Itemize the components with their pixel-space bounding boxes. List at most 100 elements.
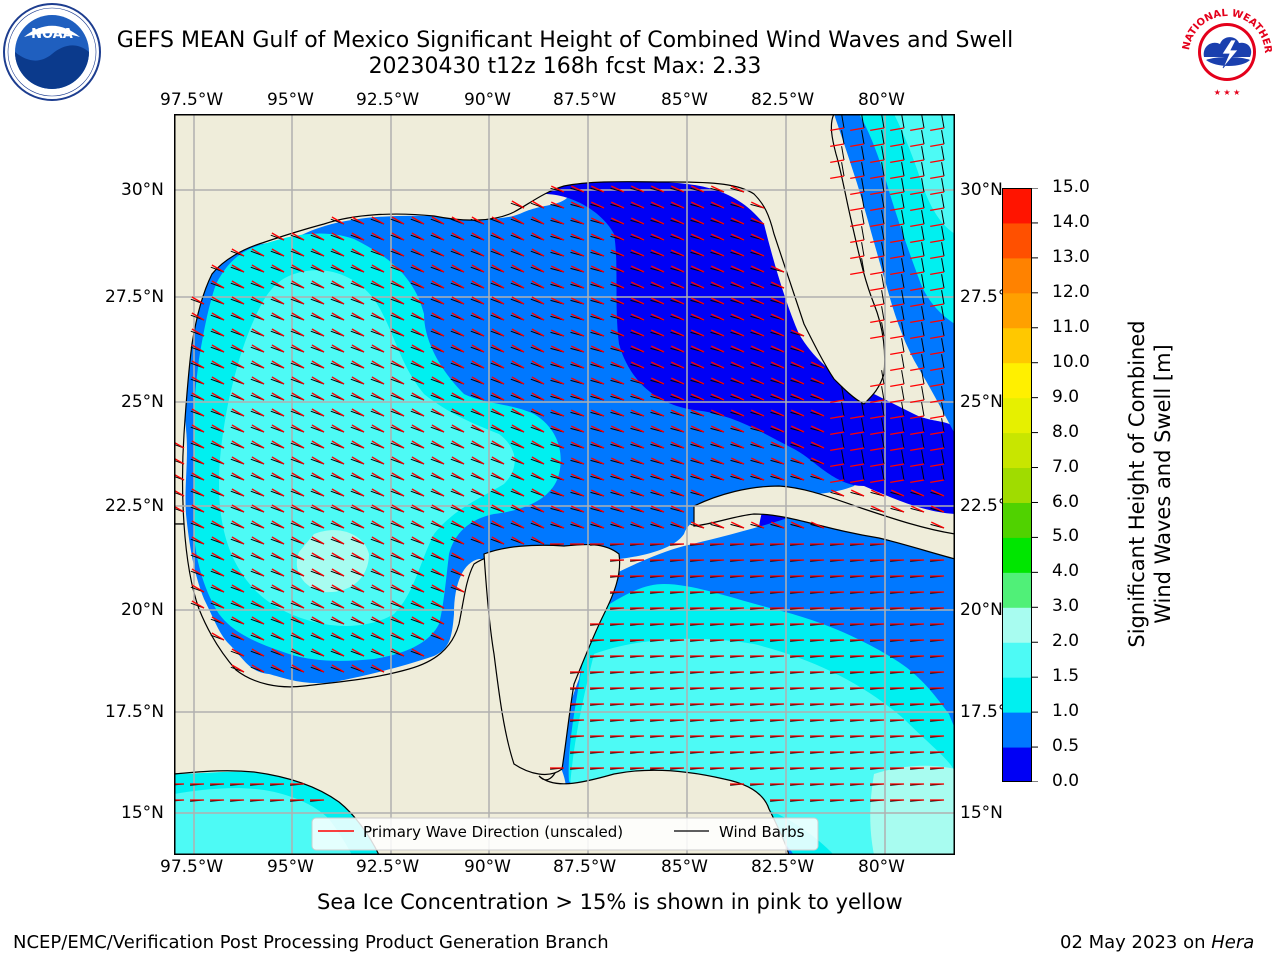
wave-direction-arrow [651, 297, 665, 305]
wave-direction-arrow [651, 329, 665, 337]
wind-barb [861, 450, 865, 465]
wave-direction-arrow [910, 351, 925, 356]
wave-direction-arrow [870, 191, 885, 196]
wave-direction-arrow [291, 440, 305, 449]
wave-direction-arrow [551, 329, 565, 337]
wave-direction-arrow [751, 393, 765, 401]
wave-direction-arrow [591, 409, 605, 417]
wind-barb [861, 130, 865, 145]
wave-direction-arrow [471, 216, 485, 225]
wave-direction-arrow [371, 424, 385, 433]
wave-direction-arrow [231, 552, 245, 561]
wave-direction-arrow [351, 392, 365, 401]
colorbar-label-line1: Significant Height of Combined [1125, 320, 1149, 648]
wave-direction-arrow [491, 344, 505, 353]
wave-direction-arrow [611, 345, 625, 353]
wind-barb [941, 290, 945, 305]
wave-direction-arrow [850, 127, 865, 132]
wave-direction-arrow [731, 473, 745, 481]
wave-direction-arrow [611, 457, 625, 465]
wind-barb [921, 290, 925, 305]
wave-direction-arrow [251, 328, 265, 337]
wave-direction-arrow [391, 568, 405, 577]
wave-direction-arrow [371, 552, 385, 561]
wave-direction-arrow [174, 489, 185, 497]
wave-direction-arrow [371, 456, 385, 465]
wave-direction-arrow [910, 335, 925, 340]
wave-direction-arrow [930, 447, 945, 452]
wave-direction-arrow [431, 616, 445, 625]
wind-barb [941, 130, 945, 145]
lon-label-bottom: 85°W [661, 857, 708, 877]
wave-direction-arrow [631, 185, 645, 193]
wave-direction-arrow [211, 584, 225, 593]
wave-direction-arrow [211, 440, 225, 449]
wave-direction-arrow [830, 399, 845, 404]
wind-barb [901, 466, 905, 481]
wave-direction-arrow [511, 248, 525, 257]
wave-direction-arrow [571, 457, 585, 465]
wave-direction-arrow [231, 472, 245, 481]
wave-direction-arrow [910, 271, 925, 276]
wave-direction-arrow [651, 473, 665, 481]
wave-direction-arrow [930, 367, 945, 372]
wave-direction-arrow [691, 457, 705, 465]
cuba-land [693, 485, 955, 560]
wave-direction-arrow [511, 536, 525, 545]
wave-direction-arrow [191, 328, 205, 337]
wave-direction-arrow [651, 361, 665, 369]
wave-direction-arrow [291, 424, 305, 433]
lon-label-top: 82.5°W [751, 90, 815, 110]
wind-barb [861, 242, 865, 257]
wave-direction-arrow [251, 584, 265, 593]
wave-direction-arrow [391, 456, 405, 465]
wave-direction-arrow [671, 505, 685, 513]
wave-direction-arrow [830, 175, 845, 180]
wave-direction-arrow [591, 201, 605, 209]
wave-direction-arrow [511, 472, 525, 481]
wave-direction-arrow [611, 329, 625, 337]
wave-direction-arrow [331, 632, 345, 641]
wave-direction-arrow [711, 457, 725, 465]
wave-direction-arrow [191, 312, 205, 321]
wave-direction-arrow [391, 488, 405, 497]
wave-direction-arrow [611, 489, 625, 497]
wind-barb [921, 370, 925, 385]
wave-direction-arrow [371, 312, 385, 321]
wave-direction-arrow [211, 488, 225, 497]
sea-ice-caption: Sea Ice Concentration > 15% is shown in … [317, 890, 903, 914]
wave-direction-arrow [651, 377, 665, 385]
wave-direction-arrow [191, 360, 205, 369]
wave-direction-arrow [431, 488, 445, 497]
wind-barb [941, 338, 945, 353]
wave-direction-arrow [631, 441, 645, 449]
wave-direction-arrow [870, 335, 885, 340]
wave-direction-arrow [371, 408, 385, 417]
wave-direction-arrow [771, 441, 785, 449]
wave-direction-arrow [930, 351, 945, 356]
map-legend: Primary Wave Direction (unscaled) Wind B… [311, 817, 819, 851]
wave-direction-arrow [351, 376, 365, 385]
wave-direction-arrow [271, 344, 285, 353]
wave-direction-arrow [591, 521, 605, 529]
wave-direction-arrow [910, 207, 925, 212]
wave-direction-arrow [611, 265, 625, 273]
wave-direction-arrow [471, 504, 485, 513]
colorbar-tick-label: 4.0 [1052, 561, 1080, 582]
wave-direction-arrow [371, 536, 385, 545]
wave-direction-arrow [671, 473, 685, 481]
wave-direction-arrow [411, 280, 425, 289]
wave-direction-arrow [291, 520, 305, 529]
wave-direction-arrow [251, 456, 265, 465]
wave-direction-arrow [731, 361, 745, 369]
wave-direction-arrow [291, 552, 305, 561]
wave-direction-arrow [391, 536, 405, 545]
wave-direction-arrow [611, 521, 625, 529]
wave-direction-arrow [850, 271, 865, 276]
wave-direction-arrow [891, 489, 905, 497]
colorbar-block [1002, 642, 1032, 678]
wind-barb [861, 114, 865, 129]
wind-barb [881, 386, 885, 401]
wave-direction-arrow [351, 520, 365, 529]
wave-direction-arrow [174, 457, 185, 465]
